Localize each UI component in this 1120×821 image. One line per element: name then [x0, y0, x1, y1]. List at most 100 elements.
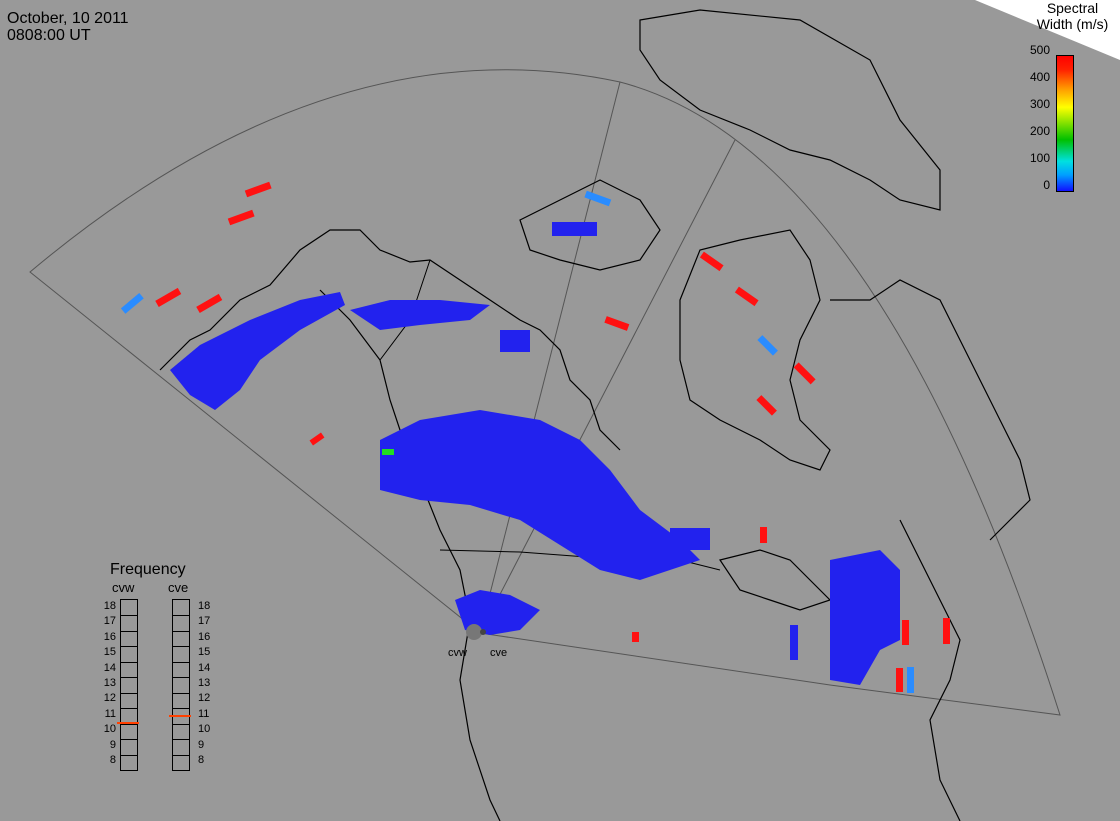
freq-cell-divider	[121, 708, 137, 710]
freq-column-cvw	[120, 599, 138, 771]
freq-scale-label: 9	[109, 738, 116, 751]
spectral-width-colorbar	[1056, 55, 1074, 192]
echo-cell-red	[760, 527, 767, 543]
freq-scale-label: 15	[198, 646, 211, 659]
freq-scale-label: 17	[198, 615, 211, 628]
freq-scale-label: 18	[103, 599, 116, 612]
echo-cell-mid	[120, 292, 144, 314]
freq-scale-label: 14	[103, 661, 116, 674]
echo-cell-red	[244, 181, 272, 198]
hudson-bay	[679, 229, 831, 471]
echo-cell-red	[227, 209, 255, 226]
echo-cell-red	[632, 632, 639, 642]
colorbar-tick: 100	[1029, 151, 1050, 165]
freq-scale-label: 9	[198, 738, 205, 751]
freq-cell-divider	[121, 677, 137, 679]
arctic-islands	[519, 179, 661, 271]
freq-radar-cvw: cvw	[112, 580, 135, 595]
echo-cell	[790, 625, 798, 660]
spectral-width-title: Spectral Width (m/s)	[1025, 0, 1120, 32]
colorbar-tick: 500	[1029, 43, 1050, 57]
echo-cell-red	[699, 251, 724, 272]
freq-cell-divider	[173, 677, 189, 679]
freq-cell-divider	[121, 646, 137, 648]
echo-cell-green	[382, 449, 394, 455]
freq-cell-divider	[173, 708, 189, 710]
timestamp-block: October, 10 2011 0808:00 UT	[7, 10, 129, 44]
freq-cell-divider	[173, 661, 189, 663]
echo-cell	[500, 330, 530, 352]
echo-cell	[552, 222, 597, 236]
freq-column-cve	[172, 599, 190, 771]
echo-cell-mid	[757, 335, 778, 356]
freq-scale-label: 10	[103, 723, 116, 736]
freq-scale-label: 11	[198, 707, 210, 720]
coastlines	[159, 9, 1031, 821]
freq-cell-divider	[121, 692, 137, 694]
time-label: 0808:00 UT	[7, 27, 91, 44]
freq-cell-divider	[121, 723, 137, 725]
pacific-coast	[319, 289, 501, 821]
colorbar-tick: 200	[1029, 124, 1050, 138]
echo-cell-red	[896, 668, 903, 692]
east-coast	[899, 519, 961, 821]
echo-cell-red	[196, 293, 223, 313]
greenland	[639, 9, 941, 211]
echo-cell-mid	[584, 190, 612, 207]
echo-cell-red	[734, 286, 759, 307]
freq-scale-label: 12	[103, 692, 116, 705]
legend-title-line2: Width (m/s)	[1036, 16, 1109, 32]
freq-cell-divider	[173, 692, 189, 694]
freq-cell-divider	[173, 630, 189, 632]
echo-cell-mid	[907, 667, 914, 693]
freq-cell-divider	[173, 615, 189, 617]
alaska-coast	[159, 229, 621, 451]
freq-scale-label: 13	[103, 677, 116, 689]
freq-scale-label: 15	[103, 646, 116, 659]
freq-cell-divider	[173, 739, 189, 741]
site-label-cve: cve	[490, 647, 508, 659]
echo-cell-red	[604, 316, 630, 331]
freq-scale-label: 10	[198, 723, 211, 736]
great-lakes	[719, 549, 832, 611]
freq-radar-cve: cve	[168, 580, 189, 595]
freq-cell-divider	[173, 646, 189, 648]
echo-near-radar	[455, 590, 540, 635]
freq-marker-cvw	[117, 721, 139, 724]
freq-scale-label: 16	[103, 630, 116, 643]
beam-line-2	[479, 81, 621, 634]
colorbar-tick: 300	[1029, 97, 1050, 111]
beam-line-1	[479, 139, 736, 634]
freq-scale-label: 11	[104, 707, 116, 720]
corner-patch	[975, 0, 1120, 60]
echo-cell-red	[309, 432, 325, 446]
site-cve-marker	[480, 629, 486, 635]
site-label-cvw: cvw	[448, 647, 467, 659]
site-cvw-marker	[466, 624, 482, 640]
freq-cell-divider	[121, 615, 137, 617]
echo-north	[350, 300, 490, 330]
freq-scale-label: 14	[198, 661, 211, 674]
freq-cell-divider	[121, 739, 137, 741]
echo-band-central	[380, 410, 700, 580]
freq-cell-divider	[121, 630, 137, 632]
freq-cell-divider	[121, 661, 137, 663]
frequency-title: Frequency	[110, 561, 186, 578]
labrador-coast	[830, 279, 1031, 541]
freq-marker-cve	[169, 715, 191, 718]
echo-cell-red	[756, 395, 777, 416]
freq-scale-label: 16	[198, 630, 211, 643]
echo-cell	[670, 528, 710, 550]
freq-scale-label: 8	[109, 754, 116, 767]
freq-scale-label: 18	[198, 599, 211, 612]
echo-band-alaska	[170, 292, 345, 410]
freq-scale-label: 13	[198, 677, 211, 689]
radar-echoes	[120, 181, 950, 693]
legend-title-line1: Spectral	[1046, 0, 1099, 16]
echo-cell-red	[793, 362, 816, 385]
colorbar-tick: 400	[1029, 70, 1050, 84]
freq-cell-divider	[173, 723, 189, 725]
echo-cell-red	[155, 287, 182, 307]
fov-boundary	[29, 69, 1061, 716]
